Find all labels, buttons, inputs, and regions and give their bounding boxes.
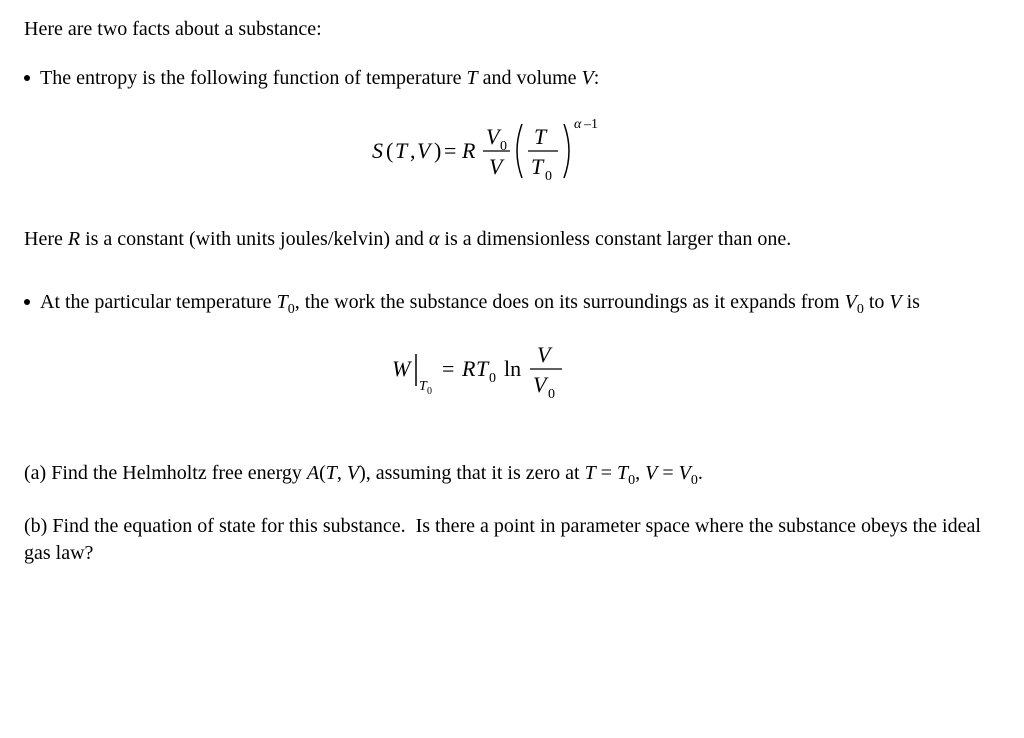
sym-V0-den2-sub: 0 (548, 387, 555, 402)
bullet-1: The entropy is the following function of… (24, 65, 1000, 92)
part-b: (b) Find the equation of state for this … (24, 513, 1000, 567)
bullet-2: At the particular temperature T0, the wo… (24, 289, 1000, 320)
sym-V0-sub: 0 (500, 139, 507, 154)
big-paren-right (564, 124, 569, 178)
note-R-alpha: Here R is a constant (with units joules/… (24, 226, 1000, 253)
sym-T0-den: T (531, 154, 545, 179)
paren-T-over-T0: T T 0 α –1 (517, 117, 598, 184)
intro-paragraph: Here are two facts about a substance: (24, 16, 1000, 43)
sym-eq2: = (442, 356, 454, 381)
sym-T-num: T (534, 124, 548, 149)
sym-W: W (392, 356, 412, 381)
sym-T-arg: T (395, 138, 409, 163)
sym-bar-T-sub: 0 (427, 386, 432, 397)
part-a: (a) Find the Helmholtz free energy A(T, … (24, 460, 1000, 491)
bullet-dot-icon (24, 299, 30, 305)
sym-V-num2: V (537, 342, 553, 367)
sym-open1: ( (386, 138, 393, 163)
frac-V0-over-V: V 0 V (483, 124, 510, 179)
sym-R: R (461, 138, 476, 163)
sym-eq: = (444, 138, 456, 163)
spacer-1 (24, 275, 1000, 289)
bullet-dot-icon (24, 75, 30, 81)
sym-T0-2: T (476, 356, 490, 381)
sym-S: S (372, 138, 383, 163)
big-paren-left (517, 124, 522, 178)
sym-T0-sub: 0 (545, 169, 552, 184)
sym-minus1: –1 (583, 117, 598, 132)
entropy-equation-svg: S ( T , V ) = R V 0 V T T (352, 106, 672, 196)
bullet-2-text: At the particular temperature T0, the wo… (40, 289, 1000, 320)
sym-T0-2-sub: 0 (489, 371, 496, 386)
sym-alpha: α (574, 117, 582, 132)
equation-work: W T 0 = R T 0 ln V V 0 (24, 334, 1000, 412)
sym-R2: R (461, 356, 476, 381)
equation-entropy: S ( T , V ) = R V 0 V T T (24, 106, 1000, 204)
sym-close1: ) (434, 138, 441, 163)
bullet-1-text: The entropy is the following function of… (40, 65, 1000, 92)
sym-ln: ln (504, 356, 521, 381)
sym-V0-den2: V (533, 372, 549, 397)
frac-V-over-V0: V V 0 (530, 342, 562, 402)
sym-V-arg: V (417, 138, 433, 163)
work-equation-svg: W T 0 = R T 0 ln V V 0 (372, 334, 652, 404)
page: Here are two facts about a substance: Th… (0, 0, 1024, 738)
spacer-2 (24, 434, 1000, 460)
sym-comma: , (410, 138, 416, 163)
sym-V-den: V (489, 154, 505, 179)
